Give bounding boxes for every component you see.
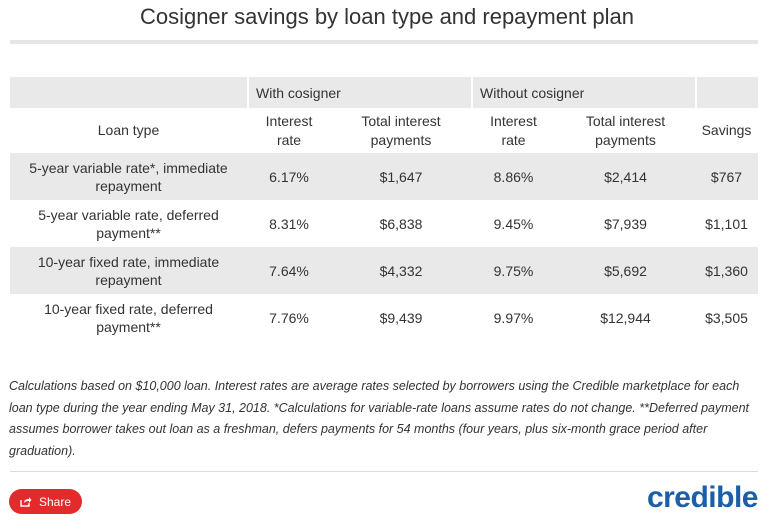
share-icon <box>20 496 32 507</box>
cell-with-total: $9,439 <box>379 309 423 326</box>
cell-without-rate: 8.86% <box>471 153 556 200</box>
column-header-loan-type: Loan type <box>10 108 247 153</box>
cell-savings: $767 <box>695 153 758 200</box>
cell-savings: $1,360 <box>695 247 758 294</box>
share-label: Share <box>38 494 72 509</box>
footnote: Calculations based on $10,000 loan. Inte… <box>9 379 750 458</box>
group-header-empty <box>695 77 758 108</box>
savings-table: With cosigner Without cosigner Loan type… <box>10 77 758 341</box>
cell-without-total: $7,939 <box>604 215 647 232</box>
cell-without-total: $12,944 <box>600 309 651 326</box>
group-header-row: With cosigner Without cosigner <box>10 77 758 108</box>
cell-without-total: $2,414 <box>556 153 695 200</box>
cell-loan-type: 10-year fixed rate, immediate repayment <box>10 247 247 294</box>
cell-with-total: $6,838 <box>379 215 423 232</box>
cell-without-total: $5,692 <box>556 247 695 294</box>
table-row: 5-year variable rate, deferred payment**… <box>10 200 758 247</box>
cell-savings: $3,505 <box>705 309 748 326</box>
cell-loan-type: 5-year variable rate*, immediate repayme… <box>10 153 247 200</box>
column-header-with-rate: Interest rate <box>247 108 331 153</box>
cell-loan-type: 5-year variable rate, deferred payment** <box>38 206 219 241</box>
column-header-without-total: Total interest payments <box>556 108 695 153</box>
column-header-with-total: Total interest payments <box>331 108 471 153</box>
table-row: 10-year fixed rate, deferred payment** 7… <box>10 294 758 341</box>
group-header-with-cosigner: With cosigner <box>247 77 471 108</box>
cell-without-rate: 9.45% <box>493 215 534 232</box>
group-header-empty <box>10 77 247 108</box>
column-header-savings: Savings <box>695 108 758 153</box>
cell-without-rate: 9.97% <box>493 309 534 326</box>
group-header-without-cosigner: Without cosigner <box>471 77 695 108</box>
cell-without-rate: 9.75% <box>471 247 556 294</box>
table-row: 5-year variable rate*, immediate repayme… <box>10 153 758 200</box>
page-title: Cosigner savings by loan type and repaym… <box>139 4 635 29</box>
title-divider <box>10 40 758 44</box>
column-header-without-rate: Interest rate <box>471 108 556 153</box>
cell-with-total: $1,647 <box>331 153 471 200</box>
column-header-row: Loan type Interest rate Total interest p… <box>10 108 758 153</box>
cell-loan-type: 10-year fixed rate, deferred payment** <box>44 300 213 335</box>
credible-logo: credible <box>646 481 759 514</box>
cell-savings: $1,101 <box>705 215 748 232</box>
cell-with-total: $4,332 <box>331 247 471 294</box>
cell-with-rate: 6.17% <box>247 153 331 200</box>
table-row: 10-year fixed rate, immediate repayment … <box>10 247 758 294</box>
cell-with-rate: 7.64% <box>247 247 331 294</box>
cell-with-rate: 8.31% <box>269 215 309 232</box>
cell-with-rate: 7.76% <box>269 309 309 326</box>
share-button[interactable]: Share <box>9 489 82 514</box>
footer-divider <box>10 471 758 472</box>
